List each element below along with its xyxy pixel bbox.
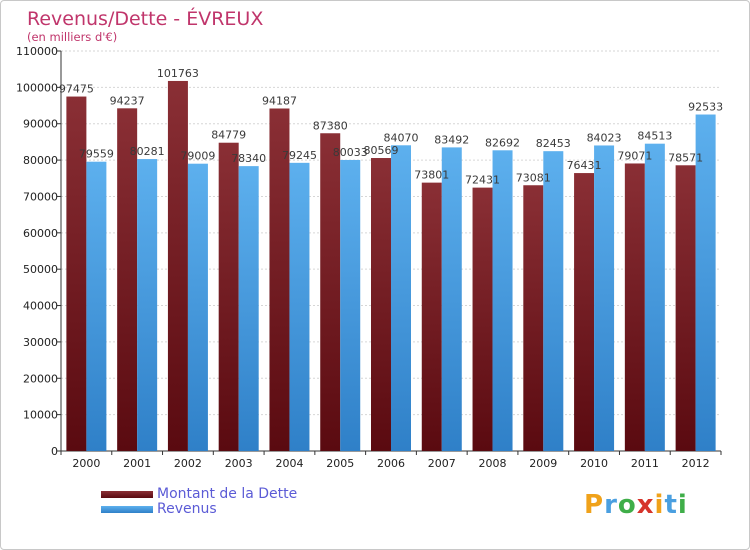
- x-tick-label: 2012: [682, 457, 710, 470]
- data-label-dette: 97475: [59, 83, 94, 96]
- bar-dette: [269, 108, 290, 451]
- bar-dette: [320, 133, 341, 451]
- x-tick-label: 2001: [123, 457, 151, 470]
- data-label-dette: 94187: [262, 95, 297, 108]
- y-tick-label: 40000: [23, 300, 58, 313]
- x-tick-label: 2002: [174, 457, 202, 470]
- y-tick-label: 100000: [16, 81, 58, 94]
- x-tick-label: 2009: [529, 457, 557, 470]
- legend-swatch-revenus: [101, 506, 153, 513]
- data-label-dette: 73081: [516, 171, 551, 184]
- logo-letter: P: [584, 490, 605, 520]
- bar-dette: [574, 173, 595, 451]
- x-tick-label: 2008: [479, 457, 507, 470]
- data-label-revenus: 82692: [485, 136, 520, 149]
- bar-revenus: [543, 151, 564, 452]
- x-tick-label: 2005: [326, 457, 354, 470]
- bar-revenus: [137, 159, 158, 451]
- logo-letter: r: [604, 490, 618, 520]
- chart-subtitle: (en milliers d'€): [27, 30, 118, 44]
- chart-title: Revenus/Dette - ÉVREUX: [27, 8, 264, 30]
- y-tick-label: 90000: [23, 118, 58, 131]
- legend-swatch-debt: [101, 491, 153, 498]
- bar-dette: [675, 165, 696, 451]
- x-tick-label: 2010: [580, 457, 608, 470]
- bar-revenus: [441, 147, 462, 451]
- y-tick-label: 60000: [23, 227, 58, 240]
- bar-dette: [218, 142, 239, 452]
- bar-revenus: [644, 143, 665, 451]
- bar-dette: [472, 187, 493, 451]
- x-tick-label: 2000: [72, 457, 100, 470]
- y-tick-label: 20000: [23, 372, 58, 385]
- y-tick-label: 0: [51, 445, 58, 458]
- y-tick-label: 30000: [23, 336, 58, 349]
- data-label-revenus: 80281: [130, 145, 165, 158]
- x-tick-label: 2006: [377, 457, 405, 470]
- bar-revenus: [86, 161, 107, 451]
- logo-letter: t: [664, 490, 678, 520]
- bar-dette: [523, 185, 544, 451]
- data-label-dette: 94237: [110, 94, 145, 107]
- axes: 0 10000 20000 30000 40000 50000 60000 70000 8000…: [16, 45, 722, 470]
- legend-label-revenus: Revenus: [157, 501, 217, 517]
- data-label-revenus: 82453: [536, 137, 571, 150]
- bar-dette: [624, 163, 645, 451]
- data-label-revenus: 84023: [587, 131, 622, 144]
- data-label-revenus: 92533: [688, 101, 723, 114]
- bars: [66, 80, 716, 452]
- data-label-dette: 79071: [617, 149, 652, 162]
- logo-letter: i: [654, 490, 665, 520]
- data-label-dette: 80569: [364, 144, 399, 157]
- data-label-revenus: 79245: [282, 149, 317, 162]
- data-label-revenus: 79009: [180, 150, 215, 163]
- x-tick-label: 2004: [275, 457, 303, 470]
- data-label-dette: 84779: [211, 129, 246, 142]
- logo-letter: o: [617, 490, 637, 520]
- labels: 97475 79559 94237 80281 101763 79009 84779 7834…: [59, 67, 723, 187]
- bar-revenus: [492, 150, 513, 451]
- data-label-dette: 101763: [157, 67, 199, 80]
- data-label-revenus: 80033: [333, 146, 368, 159]
- data-label-dette: 76431: [567, 159, 602, 172]
- data-label-dette: 87380: [313, 119, 348, 132]
- x-tick-label: 2003: [225, 457, 253, 470]
- bar-revenus: [187, 163, 208, 451]
- bar-revenus: [289, 162, 310, 451]
- data-label-dette: 73801: [414, 169, 449, 182]
- y-tick-label: 10000: [23, 409, 58, 422]
- bar-revenus: [391, 145, 411, 452]
- y-tick-label: 80000: [23, 154, 58, 167]
- legend-label-debt: Montant de la Dette: [157, 486, 298, 502]
- data-label-revenus: 84513: [637, 130, 672, 143]
- bar-revenus: [340, 159, 361, 452]
- logo-letter: i: [677, 490, 688, 520]
- proxiti-logo: Proxiti: [584, 490, 688, 520]
- bar-dette: [117, 108, 138, 451]
- y-tick-label: 70000: [23, 190, 58, 203]
- y-tick-label: 50000: [23, 263, 58, 276]
- x-tick-label: 2007: [428, 457, 456, 470]
- bar-dette: [167, 80, 188, 451]
- y-tick-label: 110000: [16, 45, 58, 58]
- bar-revenus: [695, 114, 716, 452]
- logo-letter: x: [636, 490, 655, 520]
- data-label-revenus: 84070: [384, 131, 419, 144]
- data-label-revenus: 78340: [231, 152, 266, 165]
- bar-dette: [371, 158, 391, 451]
- data-label-dette: 72431: [465, 174, 500, 187]
- data-label-dette: 78571: [668, 151, 703, 164]
- data-label-revenus: 83492: [434, 133, 469, 146]
- data-label-revenus: 79559: [79, 148, 114, 161]
- bar-revenus: [594, 145, 615, 451]
- bar-dette: [66, 96, 87, 451]
- bar-revenus: [238, 166, 259, 452]
- bar-dette: [421, 182, 442, 451]
- x-tick-label: 2011: [631, 457, 659, 470]
